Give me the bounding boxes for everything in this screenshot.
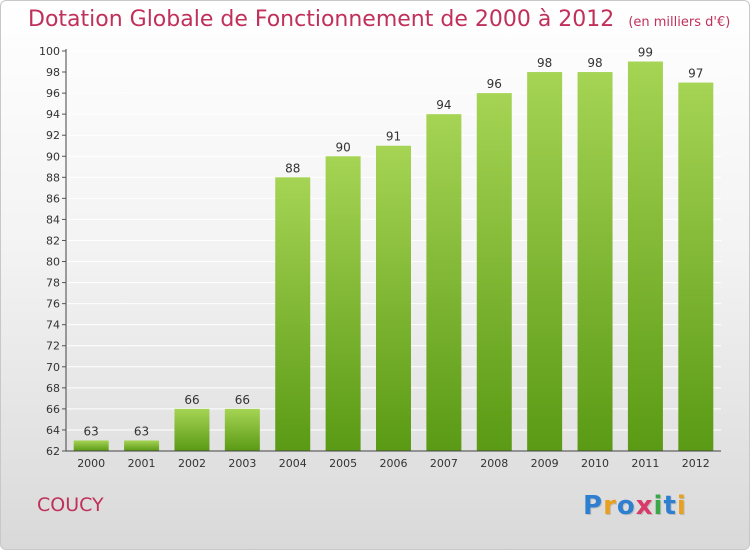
y-tick-label: 68	[46, 382, 60, 395]
x-tick-label: 2006	[380, 457, 408, 470]
x-tick-label: 2003	[228, 457, 256, 470]
y-tick-label: 66	[46, 403, 60, 416]
proxiti-logo[interactable]: Proxiti	[583, 491, 687, 521]
logo-letter: x	[635, 491, 654, 521]
x-tick-label: 2011	[631, 457, 659, 470]
x-tick-label: 2010	[581, 457, 609, 470]
bar	[577, 72, 613, 451]
bar	[527, 72, 563, 451]
bar	[376, 145, 411, 451]
bar-value-label: 99	[638, 46, 653, 60]
y-tick-label: 94	[46, 108, 60, 121]
bar-value-label: 97	[688, 67, 703, 81]
y-tick-label: 98	[46, 66, 60, 79]
y-tick-label: 90	[46, 150, 60, 163]
y-tick-label: 64	[46, 424, 60, 437]
bar-value-label: 63	[134, 424, 149, 438]
bar	[627, 61, 663, 452]
bar-value-label: 91	[386, 130, 401, 144]
bar	[325, 156, 361, 451]
y-tick-label: 74	[46, 319, 60, 332]
x-tick-label: 2004	[279, 457, 307, 470]
commune-name: COUCY	[37, 494, 104, 516]
x-tick-label: 2009	[531, 457, 559, 470]
y-tick-label: 86	[46, 192, 60, 205]
bar-value-label: 63	[84, 424, 99, 438]
bar-value-label: 98	[537, 56, 552, 70]
logo-letter: t	[663, 491, 677, 521]
chart-title: Dotation Globale de Fonctionnement de 20…	[28, 7, 730, 32]
bar-value-label: 88	[285, 161, 300, 175]
y-tick-label: 84	[46, 213, 60, 226]
y-tick-label: 100	[39, 45, 60, 58]
bar-value-label: 66	[184, 393, 199, 407]
logo-letter: o	[616, 491, 636, 521]
logo-letter: i	[653, 491, 664, 521]
bar-value-label: 90	[335, 140, 350, 154]
chart-title-text: Dotation Globale de Fonctionnement de 20…	[28, 7, 615, 32]
y-tick-label: 70	[46, 361, 60, 374]
y-tick-label: 80	[46, 256, 60, 269]
x-tick-label: 2001	[128, 457, 156, 470]
y-tick-label: 76	[46, 298, 60, 311]
y-tick-label: 72	[46, 340, 60, 353]
y-tick-label: 78	[46, 277, 60, 290]
axes: 62 64 66 68 70 72 74 76 78 80 82 84 86 88 90 92 94 96 98 10…	[39, 45, 721, 470]
bar	[476, 93, 512, 452]
bar-value-label: 94	[436, 98, 451, 112]
bar	[275, 177, 311, 451]
bar	[124, 440, 160, 451]
bar-value-label: 96	[487, 77, 502, 91]
logo-letter: i	[676, 491, 687, 521]
y-tick-label: 96	[46, 87, 60, 100]
x-tick-label: 2005	[329, 457, 357, 470]
logo-letter: P	[583, 491, 604, 521]
bar-value-label: 66	[235, 393, 250, 407]
bar-value-label: 98	[587, 56, 602, 70]
x-tick-label: 2012	[682, 457, 710, 470]
x-tick-label: 2008	[480, 457, 508, 470]
y-tick-label: 82	[46, 234, 60, 247]
x-tick-label: 2007	[430, 457, 458, 470]
bar	[73, 440, 109, 451]
y-tick-label: 62	[46, 445, 60, 458]
logo-letter: r	[603, 491, 617, 521]
bar	[224, 408, 260, 451]
bars	[73, 61, 714, 452]
bar	[174, 408, 210, 451]
x-tick-label: 2000	[77, 457, 105, 470]
bar	[426, 114, 462, 451]
y-tick-label: 92	[46, 129, 60, 142]
chart-subtitle: (en milliers d'€)	[628, 15, 731, 30]
y-tick-label: 88	[46, 171, 60, 184]
data-labels: 63 63 66 66 88 90 91 94 96 98 98 99 97	[84, 46, 704, 439]
x-tick-label: 2002	[178, 457, 206, 470]
bar	[678, 82, 714, 451]
